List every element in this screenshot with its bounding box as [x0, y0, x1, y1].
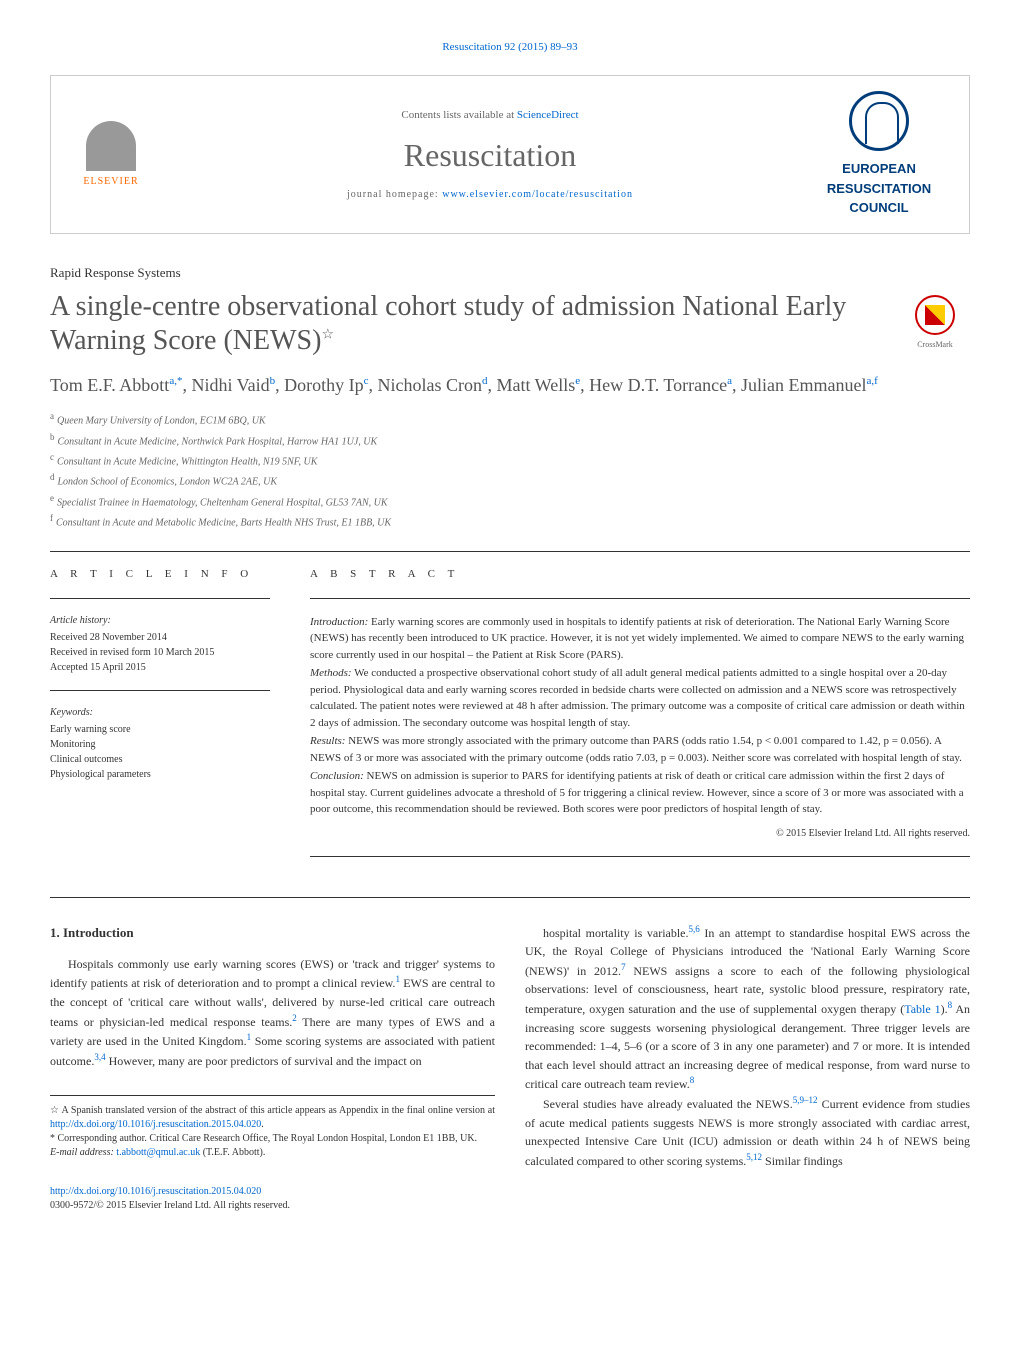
keywords-block: Keywords: Early warning score Monitoring… [50, 706, 270, 782]
erc-line2: RESUSCITATION [809, 179, 949, 199]
history-block: Article history: Received 28 November 20… [50, 614, 270, 675]
keywords-text: Early warning score Monitoring Clinical … [50, 722, 270, 782]
homepage-line: journal homepage: www.elsevier.com/locat… [171, 188, 809, 202]
affiliations: aQueen Mary University of London, EC1M 6… [50, 409, 970, 531]
homepage-prefix: journal homepage: [347, 189, 442, 200]
abstract-divider-bottom [310, 856, 970, 857]
affiliation-d: dLondon School of Economics, London WC2A… [50, 470, 970, 490]
abstract-methods: Methods: We conducted a prospective obse… [310, 665, 970, 731]
abstract-results: Results: NEWS was more strongly associat… [310, 733, 970, 766]
journal-name: Resuscitation [171, 133, 809, 178]
info-abstract-row: A R T I C L E I N F O Article history: R… [50, 567, 970, 871]
affiliation-a: aQueen Mary University of London, EC1M 6… [50, 409, 970, 429]
article-type: Rapid Response Systems [50, 264, 970, 282]
body-p3: Several studies have already evaluated t… [525, 1094, 970, 1170]
title-text: A single-centre observational cohort stu… [50, 291, 846, 356]
erc-line3: COUNCIL [809, 198, 949, 218]
abstract-divider [310, 598, 970, 599]
abstract-col: A B S T R A C T Introduction: Early warn… [310, 567, 970, 871]
footnote-star: ☆ A Spanish translated version of the ab… [50, 1104, 495, 1132]
erc-logo: EUROPEAN RESUSCITATION COUNCIL [809, 91, 949, 218]
body-columns: 1. Introduction Hospitals commonly use e… [50, 923, 970, 1171]
body-p2: hospital mortality is variable.5,6 In an… [525, 923, 970, 1094]
article-info-col: A R T I C L E I N F O Article history: R… [50, 567, 270, 871]
section-heading: 1. Introduction [50, 923, 495, 943]
erc-circle-icon [849, 91, 909, 151]
section-title: Introduction [63, 925, 134, 940]
history-text: Received 28 November 2014 Received in re… [50, 630, 270, 675]
abstract-heading: A B S T R A C T [310, 567, 970, 582]
erc-line1: EUROPEAN [809, 159, 949, 179]
journal-reference: Resuscitation 92 (2015) 89–93 [50, 40, 970, 55]
journal-header: ELSEVIER Contents lists available at Sci… [50, 75, 970, 234]
affiliation-b: bConsultant in Acute Medicine, Northwick… [50, 430, 970, 450]
info-divider-2 [50, 690, 270, 691]
affiliation-e: eSpecialist Trainee in Haematology, Chel… [50, 491, 970, 511]
elsevier-logo: ELSEVIER [71, 115, 151, 195]
abstract-body: Introduction: Early warning scores are c… [310, 614, 970, 841]
footer-info: http://dx.doi.org/10.1016/j.resuscitatio… [50, 1185, 970, 1213]
affiliation-c: cConsultant in Acute Medicine, Whittingt… [50, 450, 970, 470]
crossmark-label: CrossMark [900, 339, 970, 350]
info-divider-1 [50, 598, 270, 599]
footer-issn: 0300-9572/© 2015 Elsevier Ireland Ltd. A… [50, 1200, 290, 1211]
contents-prefix: Contents lists available at [401, 109, 516, 121]
erc-text: EUROPEAN RESUSCITATION COUNCIL [809, 159, 949, 218]
section-num: 1. [50, 925, 60, 940]
divider-body [50, 897, 970, 898]
sciencedirect-link[interactable]: ScienceDirect [517, 109, 579, 121]
body-col-right: hospital mortality is variable.5,6 In an… [525, 923, 970, 1171]
history-label: Article history: [50, 614, 270, 628]
abstract-conclusion: Conclusion: NEWS on admission is superio… [310, 768, 970, 818]
crossmark-icon [915, 295, 955, 335]
footnote-corr: * Corresponding author. Critical Care Re… [50, 1132, 495, 1146]
contents-line: Contents lists available at ScienceDirec… [171, 108, 809, 123]
keywords-label: Keywords: [50, 706, 270, 720]
title-star: ☆ [321, 327, 334, 342]
authors-list: Tom E.F. Abbotta,*, Nidhi Vaidb, Dorothy… [50, 372, 970, 399]
elsevier-tree-icon [86, 121, 136, 171]
article-title: A single-centre observational cohort stu… [50, 290, 880, 357]
homepage-link[interactable]: www.elsevier.com/locate/resuscitation [442, 189, 633, 200]
crossmark-badge[interactable]: CrossMark [900, 295, 970, 350]
affiliation-f: fConsultant in Acute and Metabolic Medic… [50, 511, 970, 531]
footer-doi-link[interactable]: http://dx.doi.org/10.1016/j.resuscitatio… [50, 1186, 261, 1197]
page-container: Resuscitation 92 (2015) 89–93 ELSEVIER C… [0, 0, 1020, 1253]
divider-top [50, 551, 970, 552]
elsevier-label: ELSEVIER [83, 175, 138, 189]
body-col-left: 1. Introduction Hospitals commonly use e… [50, 923, 495, 1171]
header-center: Contents lists available at ScienceDirec… [171, 108, 809, 202]
abstract-copyright: © 2015 Elsevier Ireland Ltd. All rights … [310, 826, 970, 841]
email-link[interactable]: t.abbott@qmul.ac.uk [116, 1147, 200, 1158]
footnote-email: E-mail address: t.abbott@qmul.ac.uk (T.E… [50, 1146, 495, 1160]
body-p1: Hospitals commonly use early warning sco… [50, 955, 495, 1071]
footnote-doi-link[interactable]: http://dx.doi.org/10.1016/j.resuscitatio… [50, 1119, 261, 1130]
article-info-heading: A R T I C L E I N F O [50, 567, 270, 582]
title-row: A single-centre observational cohort stu… [50, 290, 970, 372]
abstract-intro: Introduction: Early warning scores are c… [310, 614, 970, 664]
footnotes: ☆ A Spanish translated version of the ab… [50, 1095, 495, 1160]
